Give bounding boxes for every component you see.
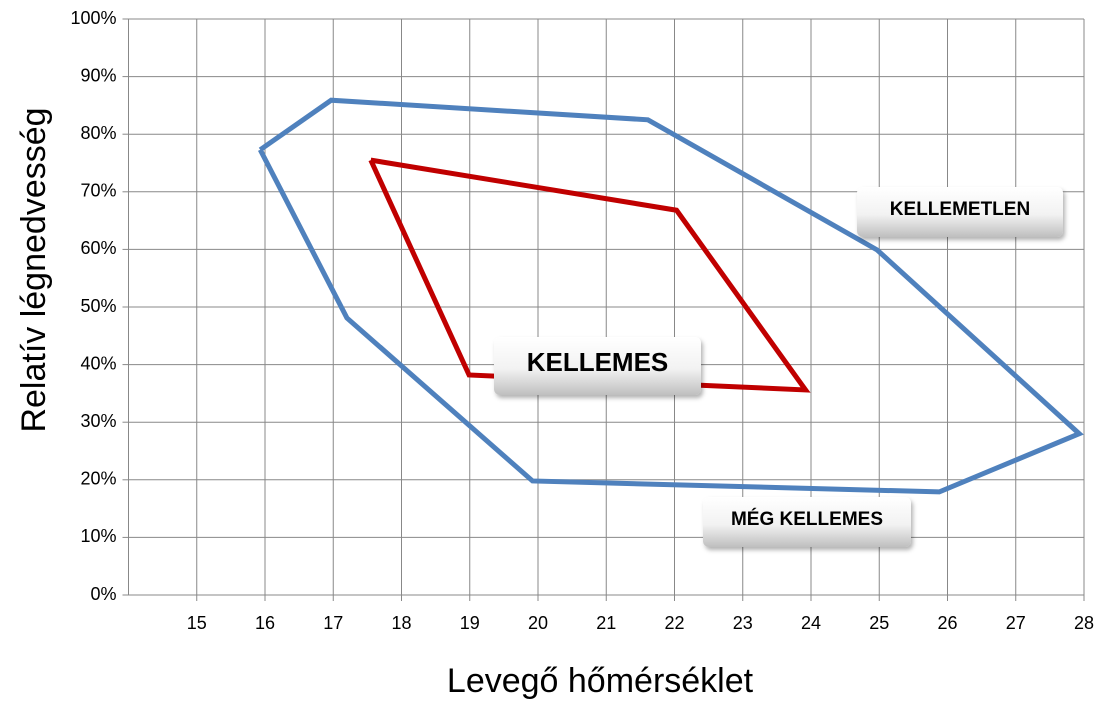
x-tick-label: 23 bbox=[733, 613, 753, 633]
x-axis-title: Levegő hőmérséklet bbox=[447, 662, 754, 700]
x-tick-label: 26 bbox=[937, 613, 957, 633]
x-tick-label: 22 bbox=[664, 613, 684, 633]
y-tick-label: 70% bbox=[80, 181, 116, 201]
y-tick-label: 60% bbox=[80, 238, 116, 258]
x-tick-label: 18 bbox=[391, 613, 411, 633]
x-tick-label: 19 bbox=[460, 613, 480, 633]
x-tick-label: 17 bbox=[323, 613, 343, 633]
y-axis-title: Relatív légnedvesség bbox=[15, 107, 53, 432]
y-tick-label: 50% bbox=[80, 296, 116, 316]
x-tick-label: 24 bbox=[801, 613, 821, 633]
y-tick-label: 90% bbox=[80, 65, 116, 85]
x-tick-label: 15 bbox=[187, 613, 207, 633]
y-tick-label: 30% bbox=[80, 411, 116, 431]
annotation: KELLEMES bbox=[527, 347, 669, 377]
y-tick-label: 40% bbox=[80, 353, 116, 373]
plot bbox=[258, 97, 1084, 495]
x-tick-label: 27 bbox=[1006, 613, 1026, 633]
y-tick-label: 10% bbox=[80, 526, 116, 546]
annotation-box bbox=[703, 497, 911, 547]
y-tick-label: 20% bbox=[80, 469, 116, 489]
y-tick-label: 100% bbox=[70, 8, 116, 28]
y-tick-label: 80% bbox=[80, 123, 116, 143]
y-tick-label: 0% bbox=[90, 584, 116, 604]
x-tick-label: 16 bbox=[255, 613, 275, 633]
series-line bbox=[258, 97, 1084, 495]
labels: 0% 10% 20% 30% 40% 50% 60% 70% 80% 90% 100% 15 16 17 1… bbox=[70, 8, 1094, 633]
annotation-box bbox=[857, 187, 1063, 237]
annotation: MÉG KELLEMES bbox=[731, 508, 883, 530]
annotation-box bbox=[494, 337, 701, 395]
x-tick-label: 21 bbox=[596, 613, 616, 633]
x-tick-label: 20 bbox=[528, 613, 548, 633]
x-tick-label: 25 bbox=[869, 613, 889, 633]
series-line bbox=[368, 157, 811, 393]
annotation: KELLEMETLEN bbox=[890, 199, 1030, 220]
x-tick-label: 28 bbox=[1074, 613, 1094, 633]
